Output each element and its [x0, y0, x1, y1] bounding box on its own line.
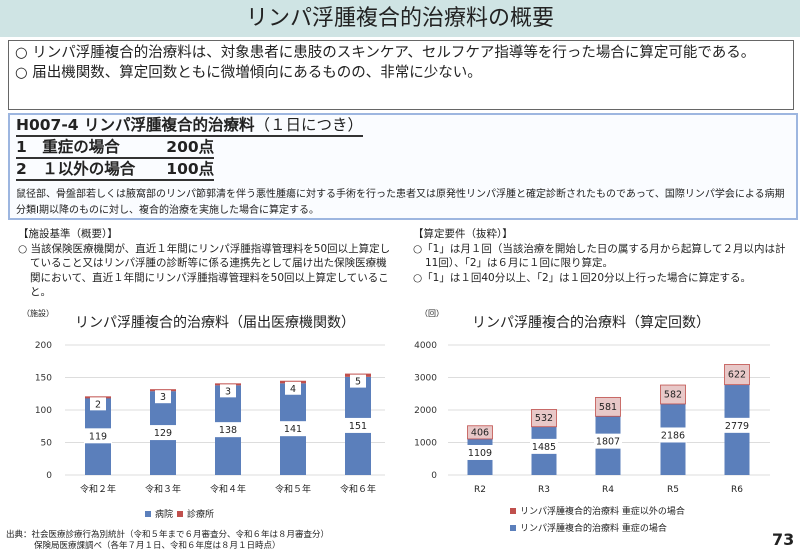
chart2-legend-severe: リンパ浮腫複合的治療料 重症の場合	[510, 521, 667, 534]
data-label-s0: 1109	[468, 448, 492, 459]
requirement-item: ○「1」は月１回（当該治療を開始した日の属する月から起算して２月以内は計11回）…	[413, 242, 786, 270]
y-tick-label: 150	[35, 374, 52, 384]
data-label-s1: 581	[599, 402, 617, 413]
data-label-s0: 2186	[661, 430, 685, 441]
x-tick-label: R6	[731, 485, 743, 495]
x-tick-label: 令和３年	[145, 483, 181, 495]
data-label-bg	[84, 428, 112, 444]
fee-item-1: 1 重症の場合 200点	[16, 138, 215, 159]
bar-1-1-s1	[531, 409, 557, 428]
facility-heading: 【施設基準（概要）】	[18, 228, 118, 240]
source-line-1: 出典：社会医療診療行為別統計（令和５年まで６月審査分、令和６年は８月審査分）	[6, 530, 330, 540]
x-tick-label: R5	[667, 485, 679, 495]
data-label-s1: 3	[225, 386, 231, 397]
y-tick-label: 100	[35, 406, 52, 416]
chart1-unit: （施設）	[22, 309, 54, 318]
legend-clinic: 診療所	[187, 510, 215, 520]
legend-swatch-severe	[510, 524, 516, 531]
data-label-bg	[350, 374, 366, 388]
x-tick-label: R2	[474, 485, 486, 495]
chart2-unit: （回）	[420, 309, 444, 318]
data-label-bg	[279, 421, 307, 437]
calculation-requirements: 【算定要件（抜粋）】 ○「1」は月１回（当該治療を開始した日の属する月から起算し…	[413, 227, 793, 285]
data-label-s1: 4	[290, 384, 296, 395]
y-tick-label: 2000	[414, 406, 437, 416]
requirements-heading: 【算定要件（抜粋）】	[413, 228, 513, 240]
data-label-s0: 129	[154, 428, 172, 439]
y-tick-label: 3000	[414, 374, 437, 384]
page-number: 73	[772, 530, 795, 549]
data-label-s1: 532	[535, 413, 553, 424]
data-label-bg	[214, 422, 242, 438]
data-label-s1: 2	[95, 399, 101, 410]
data-label-bg	[155, 390, 171, 404]
data-label-bg	[220, 384, 236, 398]
summary-point: ○ 届出機関数、算定回数ともに微増傾向にあるものの、非常に少ない。	[15, 65, 482, 81]
data-label-s1: 622	[728, 370, 746, 381]
data-label-s0: 151	[349, 421, 367, 432]
data-label-bg	[659, 427, 687, 443]
data-label-s1: 582	[664, 389, 682, 400]
x-tick-label: 令和４年	[210, 483, 246, 495]
data-label-s0: 141	[284, 424, 302, 435]
data-label-s1: 406	[471, 427, 489, 438]
bar-1-0-s1	[467, 425, 493, 440]
data-label-bg	[285, 381, 301, 395]
x-tick-label: 令和６年	[340, 483, 376, 495]
fee-code-box: H007-4 リンパ浮腫複合的治療料（１日につき） 1 重症の場合 200点 2…	[8, 113, 798, 220]
legend-swatch-clinic	[177, 510, 184, 517]
legend-hospital: 病院	[155, 510, 174, 520]
chart2-title: リンパ浮腫複合的治療料（算定回数）	[472, 315, 710, 331]
x-tick-label: 令和２年	[80, 483, 116, 495]
fee-heading: H007-4 リンパ浮腫複合的治療料（１日につき）	[16, 116, 363, 137]
fee-description: 鼠径部、骨盤部若しくは腋窩部のリンパ節郭清を伴う悪性腫瘍に対する手術を行った患者…	[16, 189, 785, 216]
legend-swatch-nonsevere	[510, 507, 516, 514]
fee-heading-note: （１日につき）	[254, 116, 363, 134]
chart2-legend-nonsevere: リンパ浮腫複合的治療料 重症以外の場合	[510, 504, 685, 517]
y-tick-label: 4000	[414, 341, 437, 351]
facility-text: ○ 当該保険医療機関が、直近１年間にリンパ浮腫指導管理料を50回以上算定している…	[18, 242, 391, 299]
y-tick-label: 200	[35, 341, 52, 351]
data-label-bg	[466, 444, 494, 460]
y-tick-label: 0	[431, 471, 437, 481]
x-tick-label: 令和５年	[275, 483, 311, 495]
data-label-s1: 5	[355, 377, 361, 388]
x-tick-label: R3	[538, 485, 550, 495]
summary-point: ○ リンパ浮腫複合的治療料は、対象患者に患肢のスキンケア、セルフケア指導等を行っ…	[15, 45, 756, 61]
requirement-item: ○「1」は１回40分以上、「2」は１回20分以上行った場合に算定する。	[413, 271, 751, 284]
data-label-bg	[344, 417, 372, 433]
y-tick-label: 0	[46, 471, 52, 481]
source-footer: 出典：社会医療診療行為別統計（令和５年まで６月審査分、令和６年は８月審査分） 保…	[6, 530, 329, 552]
legend-swatch-hospital	[145, 510, 151, 517]
data-label-bg	[723, 417, 751, 433]
data-label-s0: 2779	[725, 421, 749, 432]
facility-standards: 【施設基準（概要）】 ○ 当該保険医療機関が、直近１年間にリンパ浮腫指導管理料を…	[18, 227, 393, 300]
data-label-s1: 3	[160, 392, 166, 403]
bar-1-4-s1	[724, 364, 750, 386]
data-label-bg	[594, 433, 622, 449]
summary-box: ○ リンパ浮腫複合的治療料は、対象患者に患肢のスキンケア、セルフケア指導等を行っ…	[8, 40, 794, 110]
source-line-2: 保険局医療課調べ（各年７月１日、令和６年度は８月１日時点）	[34, 541, 281, 551]
data-label-s0: 1485	[532, 442, 556, 453]
data-label-bg	[149, 425, 177, 441]
y-tick-label: 50	[41, 439, 53, 449]
y-tick-label: 1000	[414, 439, 437, 449]
chart1-title: リンパ浮腫複合的治療料（届出医療機関数）	[75, 315, 355, 331]
fee-heading-text: H007-4 リンパ浮腫複合的治療料	[16, 116, 255, 134]
data-label-s0: 138	[219, 425, 237, 436]
legend-severe: リンパ浮腫複合的治療料 重症の場合	[520, 524, 667, 534]
bar-1-3-s1	[660, 384, 686, 405]
data-label-s0: 119	[89, 431, 107, 442]
legend-nonsevere: リンパ浮腫複合的治療料 重症以外の場合	[520, 507, 685, 517]
data-label-bg	[90, 397, 106, 411]
data-label-s0: 1807	[596, 437, 620, 448]
x-tick-label: R4	[602, 485, 614, 495]
fee-item-2: 2 １以外の場合 100点	[16, 160, 215, 181]
bar-1-2-s1	[595, 396, 621, 417]
page-title: リンパ浮腫複合的治療料の概要	[0, 0, 800, 37]
chart1-legend: 病院 診療所	[145, 507, 214, 520]
data-label-bg	[530, 438, 558, 454]
